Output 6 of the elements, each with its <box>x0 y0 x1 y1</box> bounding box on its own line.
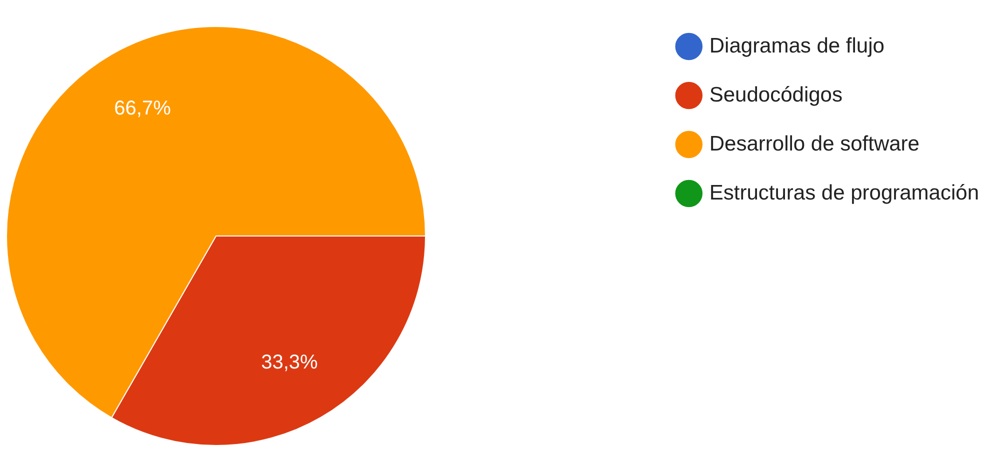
legend-label: Seudocódigos <box>709 83 842 106</box>
data-label: 33,3% <box>261 351 318 374</box>
legend-label: Desarrollo de software <box>709 132 920 156</box>
legend-label: Diagramas de flujo <box>709 34 884 58</box>
legend-label: Estructuras de programación <box>709 181 980 204</box>
data-label: 66,7% <box>114 98 172 120</box>
